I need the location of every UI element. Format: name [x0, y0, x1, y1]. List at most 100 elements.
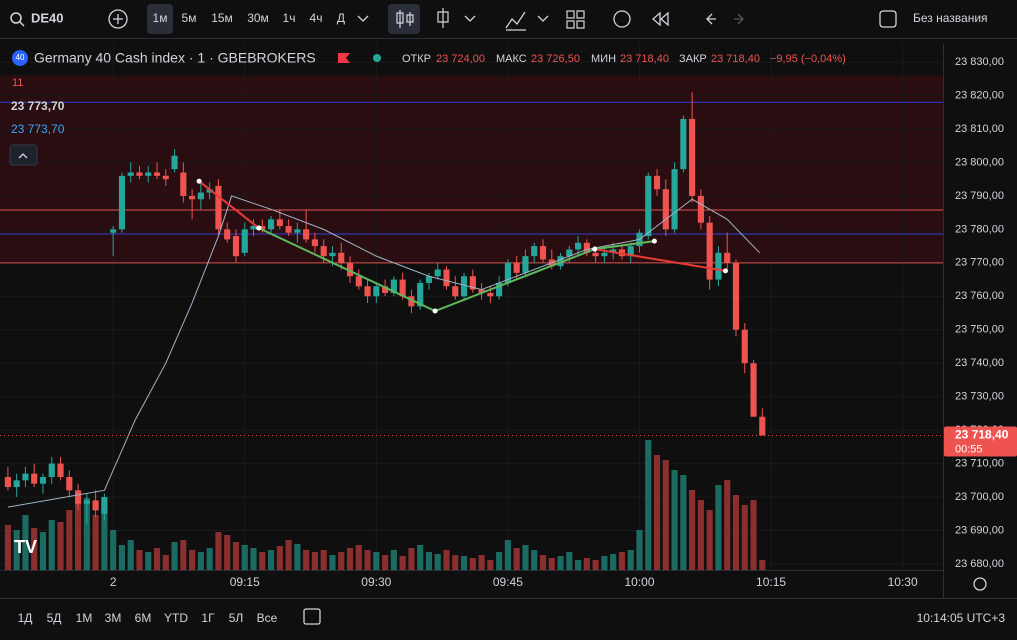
range-button[interactable]: 3М	[105, 611, 122, 625]
range-button[interactable]: 1Д	[18, 611, 33, 625]
volume-bar	[294, 544, 301, 570]
symbol[interactable]: DE40	[31, 10, 64, 25]
symbol-badge	[12, 50, 28, 66]
candle-body	[276, 219, 283, 227]
candle-body	[48, 463, 55, 477]
undo[interactable]	[706, 13, 716, 25]
volume-bar	[750, 500, 757, 570]
close-label: ЗАКР	[679, 53, 707, 65]
close-value: 23 718,40	[711, 53, 760, 65]
candle-body	[697, 195, 704, 223]
candle-body	[145, 172, 152, 176]
settings-icon[interactable]	[973, 577, 987, 591]
redo[interactable]	[734, 13, 744, 25]
chart-type-active[interactable]	[388, 4, 420, 34]
anchor-point	[432, 308, 438, 314]
interval[interactable]: 1ч	[283, 11, 296, 25]
candle-body	[610, 249, 617, 253]
candle-body	[92, 500, 99, 511]
candle-body	[136, 172, 143, 176]
alert-icon[interactable]	[613, 10, 631, 28]
volume-bar	[592, 560, 599, 570]
candle-body	[460, 276, 468, 297]
candle-body	[504, 262, 511, 283]
candle-body	[724, 252, 731, 263]
indicators-icon[interactable]	[505, 11, 526, 31]
layout-name[interactable]: Без названия	[913, 11, 988, 25]
chevron[interactable]	[464, 15, 476, 22]
volume-bar	[548, 558, 555, 570]
flag[interactable]	[338, 53, 350, 63]
volume-bar	[496, 552, 503, 570]
y-tick-label: 23 830,00	[955, 56, 1004, 68]
interval[interactable]: 30м	[247, 11, 269, 25]
interval[interactable]: 1м	[153, 11, 168, 25]
candle-body	[83, 500, 90, 504]
compare-button[interactable]	[108, 9, 128, 29]
x-tick-label: 09:30	[361, 575, 391, 589]
anchor-point	[592, 246, 598, 252]
market-status	[373, 54, 381, 62]
volume-bar	[276, 546, 283, 570]
volume-bar	[618, 552, 626, 570]
search-icon[interactable]	[10, 12, 22, 24]
bars-icon[interactable]	[437, 8, 449, 28]
candle-body	[101, 497, 108, 514]
volume-bar	[232, 542, 240, 570]
y-tick-label: 23 680,00	[955, 558, 1004, 570]
interval[interactable]: 5м	[182, 11, 197, 25]
chevron[interactable]	[357, 15, 369, 22]
range-button[interactable]: YTD	[164, 611, 188, 625]
candle-body	[13, 480, 20, 488]
volume-bar	[662, 460, 669, 570]
candle-body	[285, 226, 292, 233]
x-tick-label: 10:00	[624, 575, 654, 589]
replay-icon[interactable]	[652, 11, 669, 27]
volume-bar	[31, 528, 38, 570]
range-button[interactable]: 1Г	[201, 611, 215, 625]
anchor-point	[196, 178, 202, 184]
badge-text: 40	[16, 53, 25, 62]
anchor-point	[256, 225, 262, 231]
volume-bar	[408, 548, 415, 570]
candle-body	[110, 229, 117, 233]
volume-bar	[460, 556, 468, 570]
candle-body	[232, 236, 240, 257]
interval[interactable]: 15м	[211, 11, 233, 25]
candle-body	[741, 329, 748, 364]
candle-body	[329, 252, 336, 257]
volume-bar	[241, 545, 248, 570]
volume-bar	[390, 550, 397, 570]
interval[interactable]: Д	[337, 11, 345, 25]
volume-bar	[732, 495, 740, 570]
volume-bar	[215, 532, 222, 570]
volume-bar	[575, 560, 582, 570]
candle-body	[399, 279, 406, 297]
range-button[interactable]: Все	[257, 611, 278, 625]
zone	[0, 75, 943, 263]
interval[interactable]: 4ч	[310, 11, 323, 25]
range-button[interactable]: 5Д	[47, 611, 62, 625]
range-button[interactable]: 6М	[135, 611, 152, 625]
y-tick-label: 23 730,00	[955, 391, 1004, 403]
volume-bar	[452, 555, 459, 570]
candle-body	[496, 282, 503, 297]
volume-bar	[671, 470, 678, 570]
trend-line	[594, 248, 726, 272]
goto-date[interactable]	[303, 608, 321, 625]
layout-checkbox[interactable]	[879, 10, 897, 28]
volume-bar	[39, 532, 47, 570]
layouts-icon[interactable]	[566, 10, 585, 29]
candle-body	[601, 252, 608, 257]
x-tick-label: 10:30	[888, 575, 918, 589]
range-button[interactable]: 1М	[76, 611, 93, 625]
candle-body	[759, 416, 766, 436]
y-tick-label: 23 760,00	[955, 290, 1004, 302]
volume-bar	[566, 552, 573, 570]
x-tick-label: 09:15	[230, 575, 260, 589]
chevron[interactable]	[537, 15, 549, 22]
candle-body	[355, 276, 362, 287]
range-button[interactable]: 5Л	[229, 611, 244, 625]
volume-bar	[259, 552, 266, 570]
